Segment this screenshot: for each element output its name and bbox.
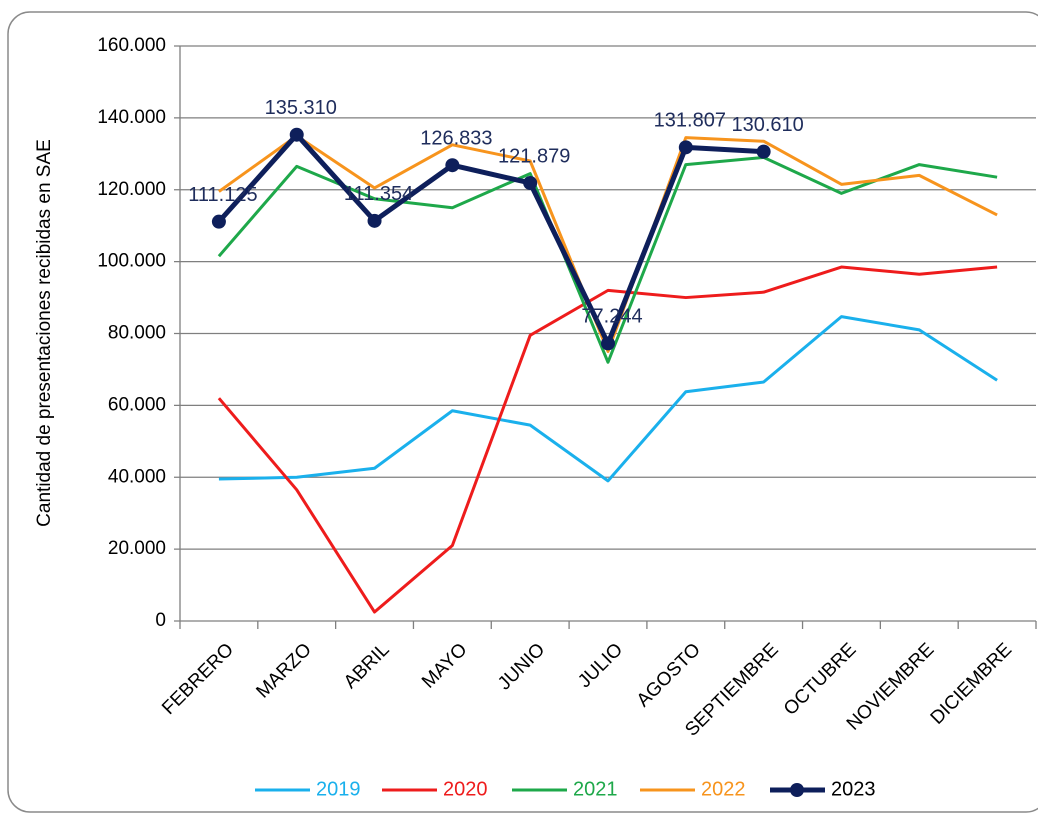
- y-tick-label: 40.000: [108, 466, 166, 487]
- y-tick-label: 60.000: [108, 394, 166, 415]
- point-marker: [445, 158, 460, 173]
- y-tick-label: 140.000: [97, 107, 166, 128]
- point-marker: [601, 336, 615, 351]
- x-tick-label: ABRIL: [340, 639, 394, 693]
- y-tick-label: 160.000: [97, 35, 166, 56]
- x-tick-label: OCTUBRE: [780, 639, 861, 720]
- legend-label: 2020: [443, 778, 488, 800]
- data-label: 126.833: [420, 127, 492, 149]
- x-tick-label: MAYO: [418, 639, 471, 692]
- legend-marker: [790, 783, 804, 797]
- y-axis-title: Cantidad de presentaciones recibidas en …: [34, 139, 55, 527]
- point-marker: [289, 127, 304, 142]
- series-line: [218, 134, 998, 353]
- y-tick-label: 80.000: [108, 323, 166, 344]
- legend-label: 2021: [573, 778, 618, 800]
- x-tick-label: DICIEMBRE: [927, 639, 1017, 729]
- x-tick-label: AGOSTO: [633, 639, 705, 711]
- legend-label: 2019: [316, 778, 361, 800]
- data-label: 121.879: [498, 145, 570, 167]
- point-marker: [678, 140, 693, 155]
- data-label: 111.125: [188, 184, 257, 206]
- x-tick-label: JULIO: [574, 639, 627, 692]
- series-line: [218, 315, 998, 483]
- y-tick-label: 120.000: [97, 179, 166, 200]
- series-line: [217, 132, 764, 346]
- chart-frame: [7, 11, 1038, 813]
- y-tick-label: 100.000: [97, 251, 166, 272]
- x-tick-label: FEBRERO: [158, 639, 238, 719]
- x-tick-label: JUNIO: [494, 639, 549, 694]
- data-label: 130.610: [731, 114, 803, 136]
- x-tick-label: MARZO: [252, 639, 315, 702]
- series-line: [217, 265, 998, 614]
- series-line: [217, 155, 998, 364]
- point-marker: [756, 144, 771, 159]
- legend-label: 2022: [701, 778, 746, 800]
- y-tick-label: 20.000: [108, 538, 166, 559]
- point-marker: [211, 214, 226, 229]
- data-label: 111.354: [344, 183, 413, 205]
- data-label: 135.310: [265, 97, 337, 119]
- data-label: 77.244: [581, 306, 642, 328]
- point-marker: [367, 213, 382, 228]
- data-label: 131.807: [654, 110, 726, 132]
- point-marker: [523, 175, 538, 190]
- y-tick-label: 0: [155, 610, 166, 631]
- legend-label: 2023: [831, 778, 876, 800]
